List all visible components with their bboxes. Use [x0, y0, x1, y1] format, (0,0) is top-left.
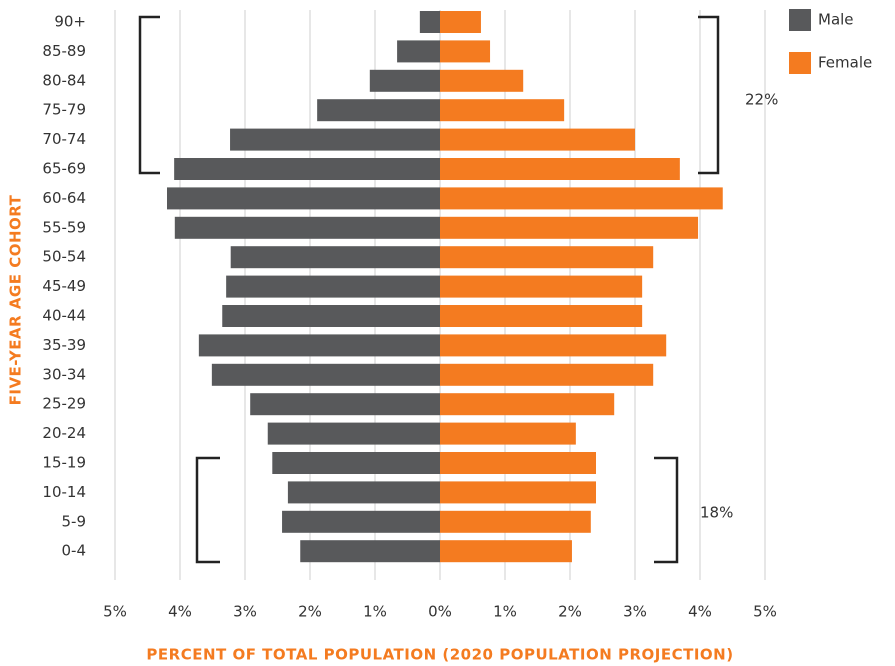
bar	[440, 422, 576, 445]
y-tick-label: 85-89	[42, 42, 86, 60]
bar	[272, 452, 440, 474]
y-tick-label: 60-64	[42, 189, 86, 207]
bar	[226, 275, 440, 298]
y-tick-label: 90+	[54, 13, 86, 31]
bar	[440, 363, 654, 386]
y-tick-label: 25-29	[42, 395, 86, 413]
y-tick-label: 40-44	[42, 307, 86, 325]
bar	[440, 158, 680, 180]
bar	[440, 99, 565, 122]
y-tick-label: 5-9	[62, 512, 87, 530]
y-tick-label: 65-69	[42, 160, 86, 178]
bar	[397, 40, 440, 63]
bar	[440, 481, 596, 504]
bracket	[654, 456, 679, 564]
bar	[167, 187, 440, 210]
bar	[369, 69, 440, 92]
bar	[267, 422, 440, 445]
bar	[198, 334, 440, 357]
bar	[440, 334, 667, 357]
x-tick-label: 4%	[168, 603, 192, 621]
plot: 5% 4% 3% 2% 1% 0% 1% 2% 3% 4% 5% 90+ 85-89 80-84 75-79…	[42, 9, 872, 621]
legend-swatch	[789, 9, 811, 31]
x-tick-label: 2%	[558, 603, 582, 621]
y-tick-label: 20-24	[42, 424, 86, 442]
y-tick-label: 0-4	[62, 542, 87, 560]
x-tick-label: 2%	[298, 603, 322, 621]
bar	[300, 540, 440, 563]
bar	[440, 305, 643, 327]
bar	[440, 393, 615, 416]
bar	[440, 40, 491, 63]
x-tick-label: 4%	[688, 603, 712, 621]
bar	[440, 216, 699, 239]
y-tick-label: 80-84	[42, 71, 86, 89]
bar	[282, 510, 440, 533]
y-tick-label: 75-79	[42, 101, 86, 119]
y-tick-label: 70-74	[42, 130, 86, 148]
bar	[222, 305, 440, 327]
y-axis-label: FIVE-YEAR AGE COHORT	[7, 194, 25, 405]
brackets	[138, 15, 720, 564]
legend-label: Male	[818, 11, 854, 29]
bar	[230, 128, 440, 151]
y-tick-label: 15-19	[42, 454, 86, 472]
bar	[317, 99, 440, 122]
x-tick-label: 5%	[103, 603, 127, 621]
bar	[440, 510, 591, 533]
x-tick-label: 1%	[363, 603, 387, 621]
bar	[440, 540, 572, 563]
bar	[211, 363, 440, 386]
legend-label: Female	[818, 54, 872, 72]
bar	[440, 275, 643, 298]
annotation: 22%	[745, 91, 778, 109]
bar	[230, 246, 440, 269]
legend-swatch	[789, 52, 811, 74]
bar	[174, 216, 441, 239]
x-tick-label: 3%	[233, 603, 257, 621]
bar	[440, 187, 723, 210]
bar	[250, 393, 440, 416]
annotation: 18%	[700, 504, 733, 522]
x-axis-label: PERCENT OF TOTAL POPULATION (2020 POPULA…	[146, 646, 733, 664]
x-tick-label: 1%	[493, 603, 517, 621]
x-tick-label: 5%	[753, 603, 777, 621]
bracket	[195, 456, 220, 564]
bar	[440, 246, 654, 269]
y-tick-label: 35-39	[42, 336, 86, 354]
y-tick-label: 50-54	[42, 248, 86, 266]
y-tick-label: 30-34	[42, 365, 86, 383]
x-tick-label: 3%	[623, 603, 647, 621]
y-tick-label: 45-49	[42, 277, 86, 295]
y-tick-label: 55-59	[42, 218, 86, 236]
bar	[419, 11, 440, 33]
bar	[287, 481, 440, 504]
bar	[440, 69, 524, 92]
bar	[174, 158, 440, 180]
bracket	[698, 15, 720, 175]
x-tick-label: 0%	[428, 603, 452, 621]
bar	[440, 11, 481, 33]
y-tick-label: 10-14	[42, 483, 86, 501]
bar	[440, 128, 635, 151]
bracket	[138, 15, 160, 175]
bar	[440, 452, 596, 474]
